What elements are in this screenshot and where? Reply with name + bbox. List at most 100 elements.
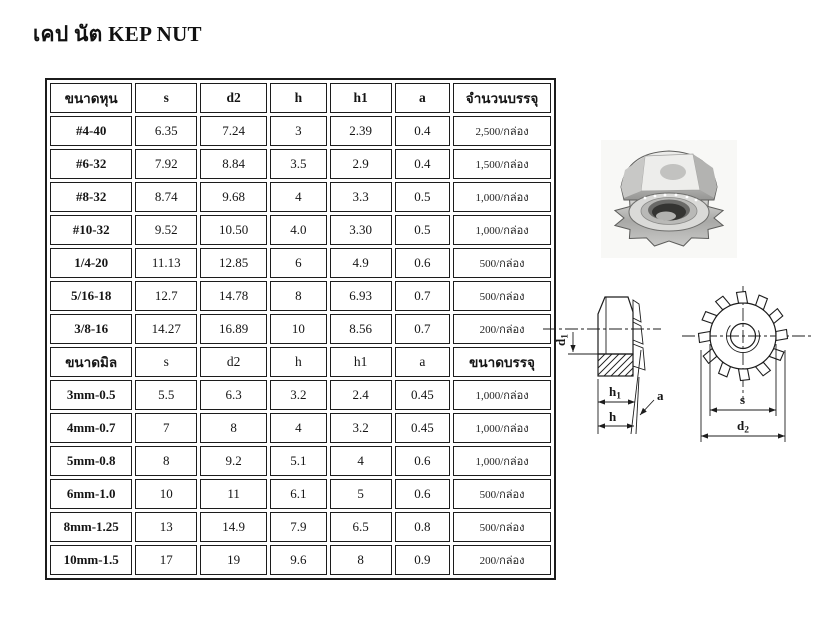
column-header: h1 xyxy=(329,83,392,113)
dimension-cell: 4 xyxy=(270,413,327,443)
dimension-cell: 8 xyxy=(200,413,268,443)
dimension-cell: 3.5 xyxy=(270,149,327,179)
package-cell: 500/กล่อง xyxy=(453,281,551,311)
dimension-cell: 6.35 xyxy=(135,116,198,146)
spec-row: #10-32 9.52 10.50 4.0 3.30 0.5 1,000/กล่อง xyxy=(50,215,551,245)
dimension-cell: 0.45 xyxy=(394,413,451,443)
kep-nut-photo xyxy=(601,140,737,258)
spec-row: 4mm-0.7 7 8 4 3.2 0.45 1,000/กล่อง xyxy=(50,413,551,443)
a-label: a xyxy=(657,388,664,403)
dimension-cell: 11 xyxy=(200,479,268,509)
section-hatching xyxy=(597,353,634,377)
dimension-cell: 0.7 xyxy=(394,314,451,344)
dimension-cell: 6.3 xyxy=(200,380,268,410)
column-header: d2 xyxy=(200,83,268,113)
dimension-cell: 19 xyxy=(200,545,268,575)
dimension-cell: 3 xyxy=(270,116,327,146)
kep-nut-spec-table: ขนาดหุน s d2 h h1 a จำนวนบรรจุ #4-40 6.35 7.24 3 2… xyxy=(45,78,556,580)
dimension-cell: 8.56 xyxy=(329,314,392,344)
side-teeth xyxy=(632,299,646,371)
dimension-cell: 3.3 xyxy=(329,182,392,212)
size-cell: #8-32 xyxy=(50,182,133,212)
package-cell: 1,000/กล่อง xyxy=(453,182,551,212)
size-cell: #6-32 xyxy=(50,149,133,179)
dimension-cell: 5.5 xyxy=(135,380,198,410)
dimension-cell: 10 xyxy=(270,314,327,344)
package-cell: 1,000/กล่อง xyxy=(453,380,551,410)
size-cell: 3/8-16 xyxy=(50,314,133,344)
dimension-cell: 2.39 xyxy=(329,116,392,146)
dimension-cell: 8.84 xyxy=(200,149,268,179)
dimension-cell: 4 xyxy=(329,446,392,476)
dimension-cell: 7.92 xyxy=(135,149,198,179)
size-cell: 4mm-0.7 xyxy=(50,413,133,443)
dimension-cell: 14.78 xyxy=(200,281,268,311)
dimension-cell: 6.93 xyxy=(329,281,392,311)
dimension-cell: 0.4 xyxy=(394,149,451,179)
dimension-cell: 4.9 xyxy=(329,248,392,278)
dimension-cell: 9.6 xyxy=(270,545,327,575)
size-cell: #4-40 xyxy=(50,116,133,146)
column-header: a xyxy=(394,347,451,377)
column-header: d2 xyxy=(200,347,268,377)
dimension-cell: 17 xyxy=(135,545,198,575)
dimension-cell: 4.0 xyxy=(270,215,327,245)
size-cell: 5/16-18 xyxy=(50,281,133,311)
column-header: h1 xyxy=(329,347,392,377)
h1-label: h1 xyxy=(609,384,621,402)
dimension-cell: 14.27 xyxy=(135,314,198,344)
dimension-cell: 9.68 xyxy=(200,182,268,212)
dimension-cell: 6.5 xyxy=(329,512,392,542)
column-header: a xyxy=(394,83,451,113)
size-cell: 3mm-0.5 xyxy=(50,380,133,410)
dimension-cell: 0.5 xyxy=(394,215,451,245)
size-cell: 6mm-1.0 xyxy=(50,479,133,509)
dimension-cell: 12.85 xyxy=(200,248,268,278)
dimension-cell: 0.8 xyxy=(394,512,451,542)
column-header: s xyxy=(135,83,198,113)
dimension-cell: 13 xyxy=(135,512,198,542)
dimension-cell: 7.24 xyxy=(200,116,268,146)
dimension-cell: 12.7 xyxy=(135,281,198,311)
column-header: h xyxy=(270,347,327,377)
package-cell: 500/กล่อง xyxy=(453,248,551,278)
s-label: s xyxy=(740,392,745,407)
dimension-cell: 0.6 xyxy=(394,479,451,509)
column-header: ขนาดบรรจุ xyxy=(453,347,551,377)
spec-row: 8mm-1.25 13 14.9 7.9 6.5 0.8 500/กล่อง xyxy=(50,512,551,542)
dimension-cell: 2.9 xyxy=(329,149,392,179)
spec-row: #4-40 6.35 7.24 3 2.39 0.4 2,500/กล่อง xyxy=(50,116,551,146)
package-cell: 1,000/กล่อง xyxy=(453,413,551,443)
glint-dots xyxy=(643,193,698,202)
metric-header-row: ขนาดมิล s d2 h h1 a ขนาดบรรจุ xyxy=(50,347,551,377)
spec-row: #8-32 8.74 9.68 4 3.3 0.5 1,000/กล่อง xyxy=(50,182,551,212)
dimension-cell: 2.4 xyxy=(329,380,392,410)
spec-row: 5/16-18 12.7 14.78 8 6.93 0.7 500/กล่อง xyxy=(50,281,551,311)
column-header: จำนวนบรรจุ xyxy=(453,83,551,113)
column-header: h xyxy=(270,83,327,113)
package-cell: 500/กล่อง xyxy=(453,512,551,542)
spec-row: 6mm-1.0 10 11 6.1 5 0.6 500/กล่อง xyxy=(50,479,551,509)
dimension-cell: 0.6 xyxy=(394,446,451,476)
top-view-drawing: s d2 xyxy=(682,286,812,442)
dimension-cell: 0.45 xyxy=(394,380,451,410)
imperial-header-section: ขนาดหุน s d2 h h1 a จำนวนบรรจุ xyxy=(50,83,551,113)
d1-label: d1 xyxy=(553,334,571,346)
dimension-cell: 9.2 xyxy=(200,446,268,476)
dimension-cell: 0.6 xyxy=(394,248,451,278)
dimension-cell: 0.5 xyxy=(394,182,451,212)
page-title: เคป นัต KEP NUT xyxy=(33,22,202,46)
package-cell: 1,500/กล่อง xyxy=(453,149,551,179)
h-label: h xyxy=(609,409,617,424)
dimension-cell: 3.2 xyxy=(270,380,327,410)
dimension-cell: 8 xyxy=(270,281,327,311)
dimension-cell: 7.9 xyxy=(270,512,327,542)
spec-row: #6-32 7.92 8.84 3.5 2.9 0.4 1,500/กล่อง xyxy=(50,149,551,179)
dimension-cell: 11.13 xyxy=(135,248,198,278)
dimension-cell: 5.1 xyxy=(270,446,327,476)
dimension-cell: 0.9 xyxy=(394,545,451,575)
dimension-cell: 9.52 xyxy=(135,215,198,245)
imperial-header-row: ขนาดหุน s d2 h h1 a จำนวนบรรจุ xyxy=(50,83,551,113)
dimension-cell: 6 xyxy=(270,248,327,278)
